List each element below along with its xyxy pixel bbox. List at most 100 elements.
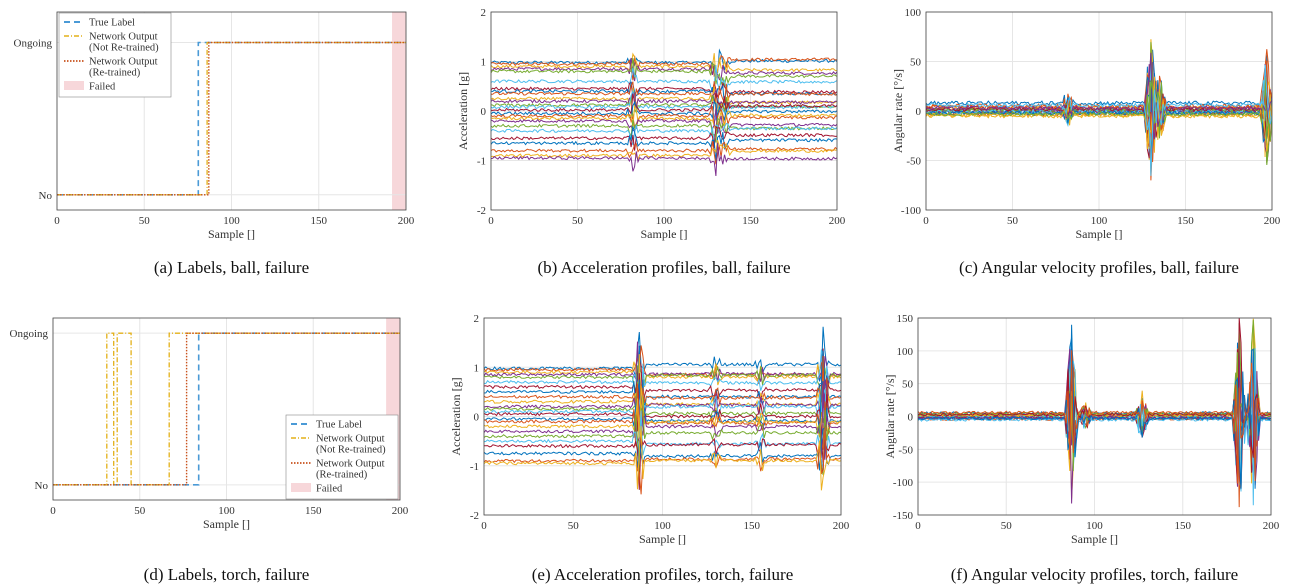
y-axis-label: Angular rate [°/s] (883, 374, 897, 458)
subfigure-caption: (b) Acceleration profiles, ball, failure (538, 258, 791, 277)
x-tick-label: 100 (223, 215, 240, 227)
legend-swatch-failed (291, 483, 311, 492)
y-tick-label: 150 (897, 313, 914, 325)
legend-swatch-failed (64, 81, 84, 90)
axes-frame (490, 11, 838, 211)
legend-label: Failed (89, 82, 116, 93)
x-tick-label: 50 (134, 505, 146, 517)
y-tick-label: No (39, 190, 53, 202)
subfigure-caption: (c) Angular velocity profiles, ball, fai… (959, 258, 1239, 277)
profile-line-15 (491, 106, 837, 129)
x-tick-label: 150 (744, 520, 761, 532)
profile-line-17 (491, 108, 837, 134)
x-tick-label: 150 (311, 215, 328, 227)
series-line-1 (57, 41, 406, 196)
x-tick-label: 0 (923, 215, 929, 227)
profile-line-0 (484, 326, 841, 382)
x-axis-label: Sample [] (641, 227, 688, 241)
x-tick-label: 0 (915, 520, 921, 532)
failed-region (392, 12, 406, 210)
y-tick-label: 50 (910, 57, 922, 69)
x-tick-label: 100 (654, 520, 671, 532)
x-tick-label: 0 (488, 215, 494, 227)
profile-line-10 (918, 348, 1271, 504)
x-axis-label: Sample [] (208, 227, 255, 241)
y-tick-label: Ongoing (10, 328, 49, 340)
profile-line-4 (484, 365, 841, 403)
profile-line-6 (484, 348, 841, 412)
chart-f: 0 50 100 150 200 -150 -100 -50 0 50 100 150 Sample [… (883, 313, 1280, 584)
series-group (918, 318, 1271, 508)
profile-line-13 (918, 318, 1271, 484)
legend-label: (Re-trained) (316, 470, 368, 481)
profile-line-6 (491, 81, 837, 99)
profile-line-1 (491, 54, 837, 81)
profile-line-13 (484, 373, 841, 463)
y-tick-label: 1 (481, 57, 487, 69)
chart-e: 0 50 100 150 200 -2 -1 0 1 2 Sample [] Acceleration… (449, 313, 850, 584)
x-tick-label: 200 (833, 520, 850, 532)
legend-label: True Label (89, 18, 135, 29)
profile-line-13 (491, 92, 837, 116)
profile-line-14 (926, 73, 1272, 160)
profile-line-8 (484, 355, 841, 432)
profile-line-18 (484, 407, 841, 480)
y-tick-label: 0 (908, 412, 914, 424)
y-tick-label: -100 (901, 205, 922, 217)
subfigure-caption: (d) Labels, torch, failure (144, 565, 310, 584)
y-tick-label: 1 (474, 362, 480, 374)
series-group (491, 48, 837, 177)
y-axis-label: Angular rate [°/s] (891, 69, 905, 153)
y-tick-label: 100 (905, 7, 922, 19)
profile-line-5 (484, 349, 841, 419)
x-tick-label: 200 (398, 215, 415, 227)
series-group (926, 39, 1272, 181)
x-tick-label: 150 (742, 215, 759, 227)
x-tick-label: 0 (50, 505, 56, 517)
x-tick-label: 100 (218, 505, 235, 517)
profile-line-20 (484, 437, 841, 490)
profile-line-16 (484, 385, 841, 443)
profile-line-18 (926, 77, 1272, 142)
profile-line-2 (491, 52, 837, 79)
series-group (57, 41, 406, 196)
profile-line-23 (491, 139, 837, 161)
series-line-2 (57, 41, 406, 196)
profile-line-22 (491, 141, 837, 165)
profile-line-19 (491, 122, 837, 146)
x-tick-label: 0 (54, 215, 60, 227)
subfigure-caption: (e) Acceleration profiles, torch, failur… (532, 565, 793, 584)
y-tick-label: -2 (477, 205, 486, 217)
x-tick-label: 100 (656, 215, 673, 227)
y-tick-label: -150 (893, 510, 914, 522)
profile-line-12 (491, 88, 837, 121)
profile-line-16 (926, 76, 1272, 152)
x-tick-label: 200 (829, 215, 846, 227)
x-axis-label: Sample [] (1076, 227, 1123, 241)
subfigure-caption: (a) Labels, ball, failure (154, 258, 309, 277)
profile-line-12 (484, 389, 841, 435)
legend-label: Network Output (89, 57, 158, 68)
y-axis-label: Acceleration [g] (449, 377, 463, 455)
y-tick-label: 0 (481, 106, 487, 118)
profile-line-20 (491, 125, 837, 151)
chart-b: 0 50 100 150 200 -2 -1 0 1 2 Sample [] Acceleration… (456, 7, 846, 277)
y-tick-label: Ongoing (14, 37, 53, 49)
profile-line-5 (491, 64, 837, 92)
x-tick-label: 50 (568, 520, 580, 532)
profile-line-15 (918, 350, 1271, 484)
y-tick-label: -2 (470, 510, 479, 522)
profile-line-15 (484, 383, 841, 450)
x-tick-label: 50 (1001, 520, 1013, 532)
legend-label: Failed (316, 484, 343, 495)
x-tick-label: 50 (139, 215, 151, 227)
profile-line-10 (491, 88, 837, 112)
x-tick-label: 50 (1007, 215, 1019, 227)
profile-line-16 (491, 104, 837, 133)
axes-frame (52, 317, 401, 501)
profile-line-10 (484, 379, 841, 450)
x-tick-label: 150 (305, 505, 322, 517)
series-line-2 (53, 332, 400, 486)
x-axis-label: Sample [] (639, 532, 686, 546)
